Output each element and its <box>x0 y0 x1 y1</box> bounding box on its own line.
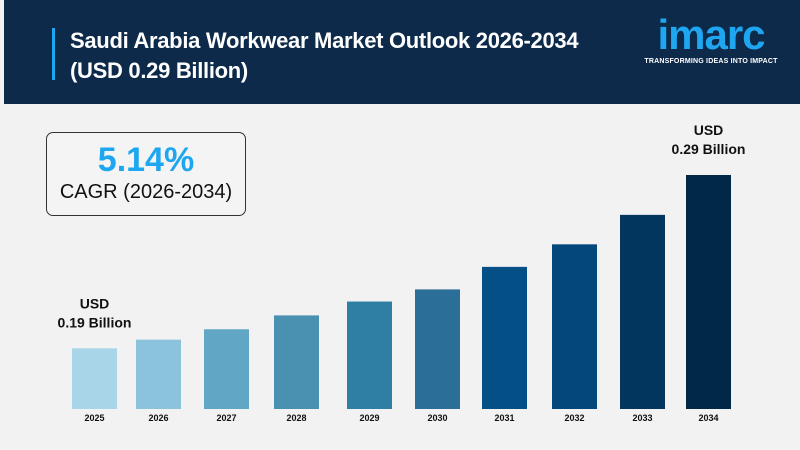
bar-2033 <box>620 214 665 409</box>
data-label-unit: USD <box>694 122 724 138</box>
header-banner: Saudi Arabia Workwear Market Outlook 202… <box>4 0 800 104</box>
imarc-logo: imarc TRANSFORMING IDEAS INTO IMPACT <box>636 10 786 65</box>
cagr-label: CAGR (2026-2034) <box>59 181 233 203</box>
x-tick-label: 2034 <box>698 413 718 423</box>
data-label-value: 0.19 Billion <box>58 314 132 330</box>
bar-2027 <box>204 329 249 409</box>
cagr-value: 5.14% <box>97 141 195 179</box>
x-tick-label: 2032 <box>564 413 584 423</box>
bar-2029 <box>347 301 392 409</box>
logo-wordmark: imarc <box>657 11 765 58</box>
cagr-box: 5.14% CAGR (2026-2034) <box>46 132 246 216</box>
x-tick-label: 2026 <box>148 413 168 423</box>
x-tick-label: 2031 <box>494 413 514 423</box>
data-label-value: 0.29 Billion <box>672 141 746 157</box>
x-tick-label: 2027 <box>216 413 236 423</box>
bar-2034 <box>686 175 731 409</box>
x-tick-label: 2030 <box>427 413 447 423</box>
x-tick-label: 2025 <box>84 413 104 423</box>
data-label-unit: USD <box>80 295 110 311</box>
x-tick-label: 2028 <box>286 413 306 423</box>
page-title: Saudi Arabia Workwear Market Outlook 202… <box>70 28 579 83</box>
bar-2032 <box>552 244 597 409</box>
logo-tagline: TRANSFORMING IDEAS INTO IMPACT <box>644 58 778 65</box>
x-tick-label: 2029 <box>359 413 379 423</box>
bar-2031 <box>482 266 527 409</box>
title-accent-bar <box>52 28 55 80</box>
bar-2026 <box>136 339 181 409</box>
x-tick-label: 2033 <box>632 413 652 423</box>
bar-2028 <box>274 315 319 409</box>
bar-2025 <box>72 348 117 409</box>
bar-2030 <box>415 289 460 409</box>
